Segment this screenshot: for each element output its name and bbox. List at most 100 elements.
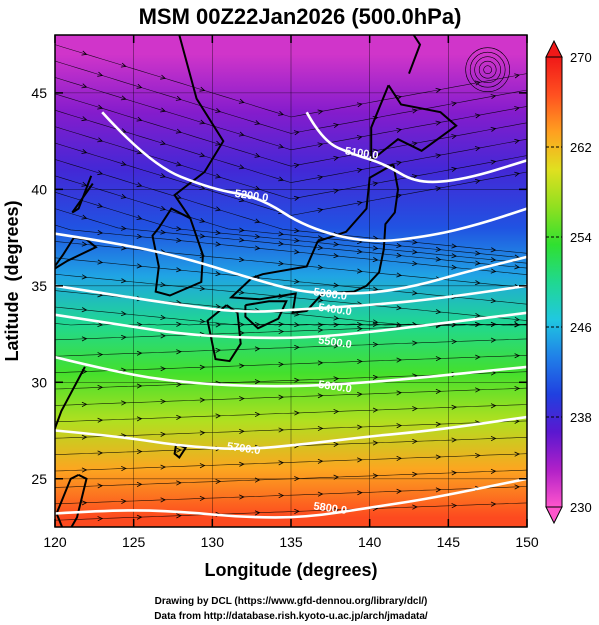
wind-arrow <box>294 227 300 234</box>
wind-arrow <box>176 414 182 420</box>
colorbar-tick-label-270: 270 <box>570 50 592 65</box>
wind-arrow <box>254 411 261 418</box>
wind-arrow <box>199 233 206 239</box>
wind-arrow <box>333 188 340 194</box>
wind-arrow <box>278 394 285 400</box>
wind-arrow <box>490 468 497 474</box>
wind-arrow <box>435 454 442 460</box>
wind-arrow <box>474 146 481 152</box>
wind-arrow <box>317 322 324 328</box>
contour-label-5600.0: 5600.0 <box>317 379 352 396</box>
wind-arrow <box>120 62 127 68</box>
chart-title: MSM 00Z22Jan2026 (500.0hPa) <box>139 4 462 29</box>
wind-arrow <box>412 239 418 245</box>
coastline-segment <box>408 35 422 74</box>
wind-arrow <box>239 322 245 328</box>
wind-arrow <box>160 205 166 211</box>
wind-arrow <box>120 245 127 251</box>
wind-arrow <box>514 322 521 328</box>
contour-label-5700.0: 5700.0 <box>226 441 261 458</box>
wind-arrow <box>412 290 418 296</box>
wind-arrow <box>97 203 104 208</box>
wind-arrow <box>254 245 261 251</box>
wind-arrow <box>238 227 245 233</box>
wind-arrow <box>490 501 497 507</box>
streamline <box>55 224 527 275</box>
wind-arrow <box>357 391 363 397</box>
x-axis-label: Longitude (degrees) <box>204 560 377 580</box>
wind-arrow <box>530 369 535 373</box>
wind-arrow <box>333 474 340 480</box>
wind-arrow <box>238 197 245 203</box>
wind-arrow <box>121 400 127 406</box>
wind-arrow <box>121 334 127 340</box>
wind-arrow <box>294 278 300 284</box>
wind-arrow <box>238 257 245 263</box>
wind-arrow <box>294 237 300 243</box>
wind-arrow <box>176 237 182 243</box>
wind-arrow <box>412 406 418 412</box>
wind-arrow <box>333 253 340 259</box>
streamline <box>55 191 527 264</box>
contour-label-5100.0: 5100.0 <box>344 145 379 162</box>
wind-arrow <box>475 453 481 459</box>
streamline <box>55 109 527 183</box>
contour-5200.0 <box>101 111 527 243</box>
wind-arrow <box>81 401 88 407</box>
streamline <box>55 387 527 406</box>
wind-arrow <box>239 461 245 467</box>
wind-arrow <box>530 302 535 306</box>
wind-arrow <box>278 321 285 327</box>
x-tick-label-125: 125 <box>122 534 146 550</box>
wind-arrow <box>357 457 363 463</box>
wind-arrow <box>254 152 261 158</box>
coastline-segment <box>151 207 204 297</box>
wind-streamlines <box>55 44 535 522</box>
coastline-segment <box>244 300 288 330</box>
wind-arrow <box>278 329 285 335</box>
wind-arrow <box>136 83 143 89</box>
wind-arrow <box>254 218 261 224</box>
wind-arrow <box>490 126 497 132</box>
wind-arrow <box>254 379 261 385</box>
wind-arrow <box>121 498 127 504</box>
wind-arrow <box>530 153 535 157</box>
wind-arrow <box>254 346 261 352</box>
wind-arrow <box>514 264 521 270</box>
wind-arrow <box>490 159 497 165</box>
coastline-segment <box>55 474 88 527</box>
wind-arrow <box>356 102 363 108</box>
wind-arrow <box>254 233 261 239</box>
wind-arrow <box>97 384 104 390</box>
wind-arrow <box>372 245 379 251</box>
wind-arrow <box>294 344 300 350</box>
contour-5600.0 <box>55 355 527 388</box>
streamline <box>55 126 527 200</box>
contour-5100.0 <box>305 111 527 184</box>
wind-arrow <box>120 193 127 199</box>
wind-arrow <box>372 440 379 446</box>
wind-arrow <box>490 403 497 409</box>
wind-arrow <box>514 451 521 457</box>
wind-arrow <box>254 477 261 483</box>
wind-arrow <box>333 343 340 349</box>
cyclone-streamline <box>474 56 501 84</box>
wind-arrow <box>97 516 104 522</box>
wind-arrow <box>294 249 300 255</box>
wind-arrow <box>199 218 206 223</box>
wind-arrow <box>451 101 458 107</box>
wind-arrow <box>136 215 143 220</box>
streamline <box>55 60 527 134</box>
wind-arrow <box>81 214 88 220</box>
wind-arrow <box>278 293 284 299</box>
wind-arrow <box>215 322 222 328</box>
wind-arrow <box>81 434 88 440</box>
wind-arrow <box>215 230 222 236</box>
wind-arrow <box>293 195 300 201</box>
wind-arrow <box>176 267 182 273</box>
wind-arrow <box>215 206 222 212</box>
wind-arrow <box>176 226 182 232</box>
wind-arrow <box>435 153 442 159</box>
wind-arrow <box>396 242 403 248</box>
